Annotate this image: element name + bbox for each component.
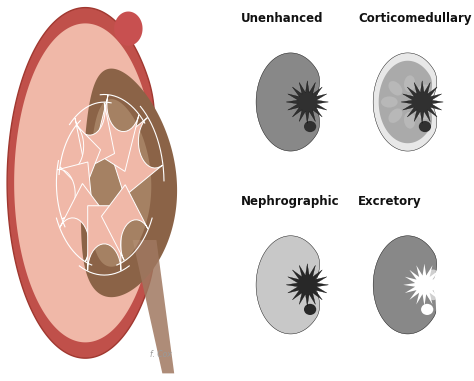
Polygon shape (379, 61, 432, 143)
Polygon shape (373, 53, 437, 151)
Ellipse shape (388, 109, 402, 123)
Polygon shape (109, 118, 163, 196)
Polygon shape (90, 99, 151, 267)
Polygon shape (94, 95, 139, 171)
Ellipse shape (381, 96, 398, 107)
Polygon shape (60, 125, 100, 192)
Polygon shape (75, 103, 115, 169)
Polygon shape (7, 8, 155, 358)
Text: Unenhanced: Unenhanced (241, 12, 324, 25)
Polygon shape (88, 206, 121, 271)
Polygon shape (286, 264, 328, 306)
Ellipse shape (304, 304, 316, 315)
Polygon shape (81, 69, 177, 297)
Ellipse shape (404, 112, 415, 129)
Ellipse shape (425, 269, 442, 300)
Text: Corticomedullary: Corticomedullary (358, 12, 472, 25)
Polygon shape (256, 236, 319, 334)
Ellipse shape (415, 85, 430, 98)
Polygon shape (101, 185, 148, 260)
Polygon shape (14, 23, 148, 343)
Polygon shape (286, 81, 328, 123)
Polygon shape (429, 282, 447, 363)
Polygon shape (114, 11, 143, 46)
Polygon shape (403, 264, 446, 306)
Ellipse shape (388, 81, 402, 96)
Ellipse shape (304, 121, 316, 132)
Polygon shape (373, 236, 437, 334)
Polygon shape (256, 53, 319, 151)
Ellipse shape (421, 304, 433, 315)
Ellipse shape (419, 121, 431, 132)
Polygon shape (57, 162, 92, 219)
Text: Excretory: Excretory (358, 195, 422, 208)
Text: f. Cox: f. Cox (150, 350, 172, 359)
Polygon shape (401, 81, 443, 123)
Polygon shape (60, 184, 108, 261)
Ellipse shape (415, 106, 430, 120)
Ellipse shape (404, 75, 415, 92)
Text: Nephrographic: Nephrographic (241, 195, 340, 208)
